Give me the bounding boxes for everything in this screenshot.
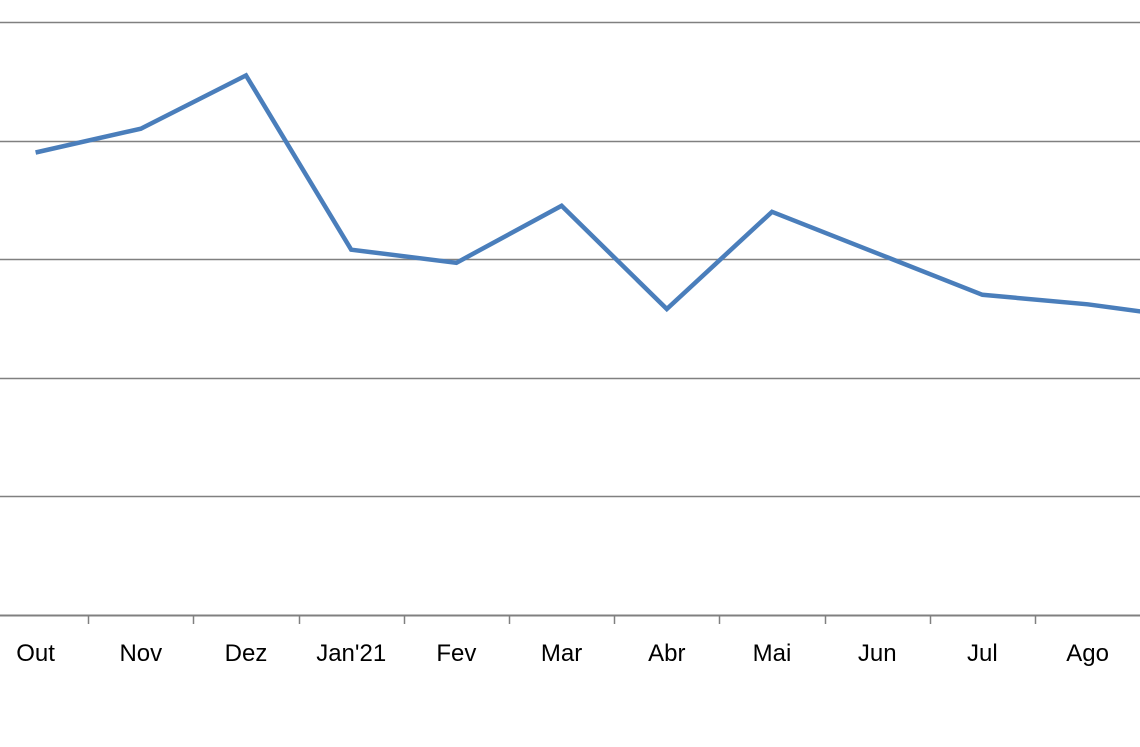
x-tick-label: Nov bbox=[119, 640, 162, 667]
x-tick-label: Jun bbox=[858, 640, 897, 667]
x-tick-label: Mai bbox=[753, 640, 792, 667]
x-tick-label: Jul bbox=[967, 640, 998, 667]
x-tick-label: Ago bbox=[1066, 640, 1109, 667]
x-tick-label: Mar bbox=[541, 640, 582, 667]
series-line bbox=[36, 75, 1140, 318]
x-tick-label: Dez bbox=[225, 640, 268, 667]
series-layer bbox=[36, 75, 1140, 318]
x-tick-label: Jan'21 bbox=[316, 640, 386, 667]
x-tick-label: Fev bbox=[436, 640, 476, 667]
x-tick-labels: Out Nov Dez Jan'21 Fev Mar Abr Mai Jun Jul Ago bbox=[16, 640, 1109, 667]
x-axis bbox=[0, 615, 1140, 624]
gridlines bbox=[0, 23, 1140, 497]
x-tick-label: Out bbox=[16, 640, 55, 667]
x-tick-label: Abr bbox=[648, 640, 685, 667]
